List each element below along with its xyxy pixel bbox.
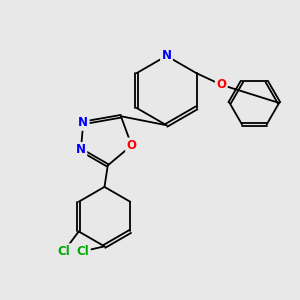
Text: N: N (76, 143, 86, 156)
Text: O: O (216, 78, 226, 91)
Text: N: N (78, 116, 88, 129)
Text: Cl: Cl (58, 245, 70, 258)
Text: Cl: Cl (76, 245, 89, 258)
Text: N: N (161, 50, 172, 62)
Text: O: O (127, 139, 136, 152)
